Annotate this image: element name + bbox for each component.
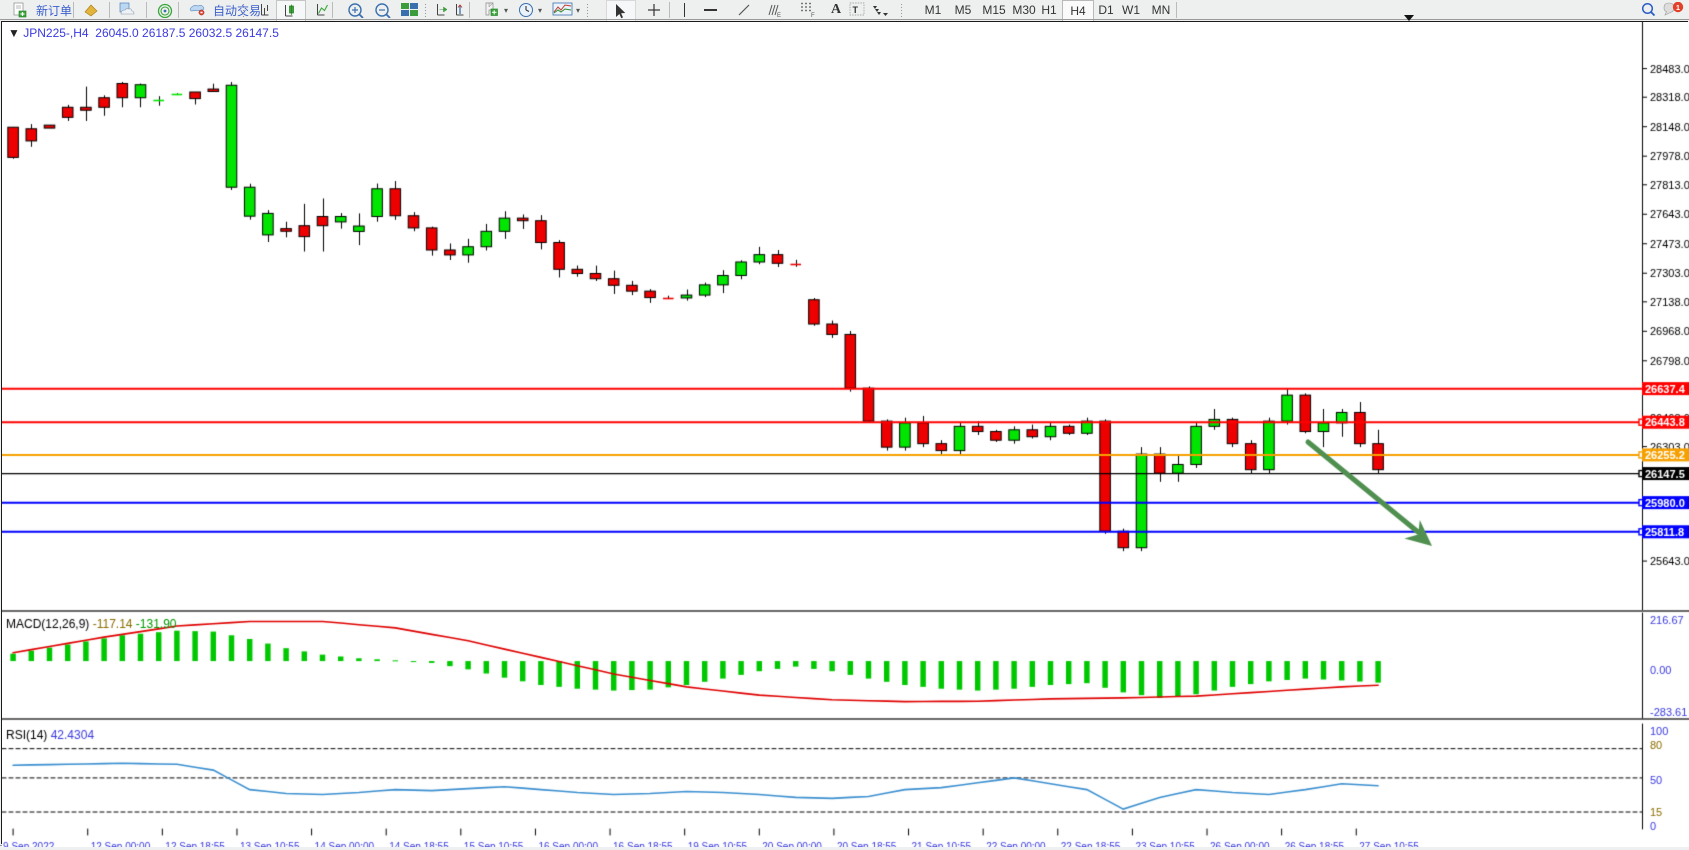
svg-text:F: F [811, 13, 815, 18]
svg-text:1: 1 [1676, 3, 1680, 12]
svg-text:E: E [777, 13, 781, 18]
svg-text:T: T [853, 5, 859, 15]
